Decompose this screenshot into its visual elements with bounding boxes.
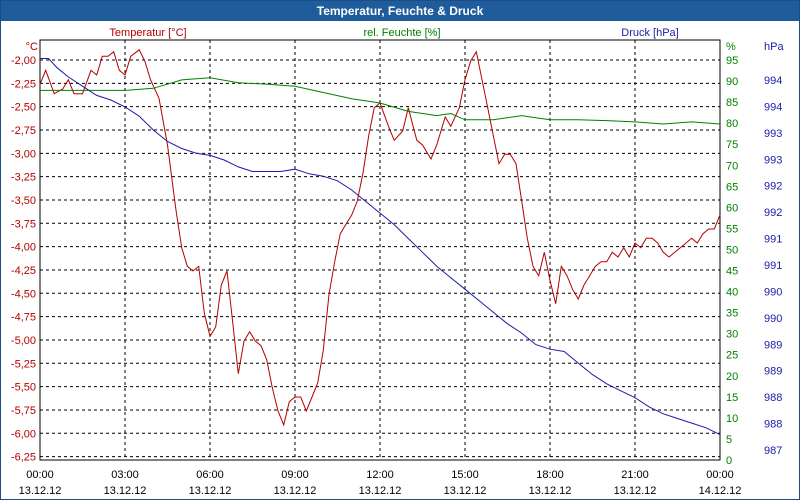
y-unit-pressure: hPa [764, 41, 784, 53]
x-tick-label-time: 18:00 [536, 469, 564, 481]
y-tick-label-temperature: -2,00 [11, 55, 36, 67]
y-tick-label-pressure: 988 [764, 392, 782, 404]
series-line-humidity [40, 77, 721, 125]
y-tick-label-humidity: 65 [726, 181, 738, 193]
y-tick-label-humidity: 85 [726, 97, 738, 109]
y-tick-label-humidity: 5 [726, 434, 732, 446]
y-tick-label-temperature: -4,25 [11, 265, 36, 277]
y-tick-label-temperature: -2,25 [11, 78, 36, 90]
y-tick-label-temperature: -4,50 [11, 288, 36, 300]
y-tick-label-humidity: 55 [726, 223, 738, 235]
y-tick-label-humidity: 45 [726, 266, 738, 278]
x-tick-label-date: 13.12.12 [104, 485, 147, 497]
y-tick-label-temperature: -3,75 [11, 218, 36, 230]
x-tick-label-date: 13.12.12 [189, 485, 232, 497]
y-tick-label-temperature: -5,25 [11, 358, 36, 370]
y-tick-label-temperature: -6,00 [11, 428, 36, 440]
y-tick-label-pressure: 990 [764, 286, 782, 298]
y-tick-label-temperature: -3,00 [11, 148, 36, 160]
x-tick-label-date: 13.12.12 [614, 485, 657, 497]
y-tick-label-temperature: -4,75 [11, 312, 36, 324]
y-tick-label-pressure: 991 [764, 234, 782, 246]
y-tick-label-pressure: 990 [764, 313, 782, 325]
y-tick-label-pressure: 989 [764, 339, 782, 351]
x-tick-label-time: 09:00 [281, 469, 309, 481]
y-tick-label-humidity: 10 [726, 413, 738, 425]
x-tick-label-date: 13.12.12 [274, 485, 317, 497]
y-tick-label-pressure: 993 [764, 154, 782, 166]
y-tick-label-temperature: -6,25 [11, 452, 36, 464]
y-tick-label-pressure: 988 [764, 419, 782, 431]
y-tick-label-humidity: 80 [726, 118, 738, 130]
x-tick-label-date: 14.12.12 [699, 485, 742, 497]
x-tick-label-date: 13.12.12 [19, 485, 62, 497]
x-tick-label-date: 13.12.12 [359, 485, 402, 497]
x-tick-label-time: 15:00 [451, 469, 479, 481]
x-tick-label-time: 00:00 [26, 469, 54, 481]
y-tick-label-humidity: 60 [726, 202, 738, 214]
y-tick-label-humidity: 25 [726, 350, 738, 362]
series-label-humidity: rel. Feuchte [%] [363, 27, 440, 39]
y-tick-label-humidity: 30 [726, 329, 738, 341]
series-line-temperature [39, 49, 721, 427]
y-tick-label-pressure: 991 [764, 260, 782, 272]
y-tick-label-humidity: 90 [726, 76, 738, 88]
y-tick-label-pressure: 989 [764, 366, 782, 378]
y-tick-label-pressure: 992 [764, 207, 782, 219]
y-tick-label-temperature: -2,50 [11, 102, 36, 114]
y-tick-label-temperature: -2,75 [11, 125, 36, 137]
series-label-temperature: Temperatur [°C] [109, 27, 186, 39]
y-tick-label-humidity: 35 [726, 308, 738, 320]
x-tick-label-time: 00:00 [706, 469, 734, 481]
y-tick-label-humidity: 40 [726, 287, 738, 299]
y-unit-temperature: °C [26, 41, 38, 53]
y-tick-label-humidity: 70 [726, 160, 738, 172]
y-tick-label-pressure: 994 [764, 75, 782, 87]
y-tick-label-temperature: -4,00 [11, 242, 36, 254]
y-tick-label-humidity: 15 [726, 392, 738, 404]
series-label-pressure: Druck [hPa] [621, 27, 678, 39]
y-tick-label-temperature: -5,50 [11, 382, 36, 394]
y-unit-humidity: % [726, 41, 736, 53]
y-tick-label-pressure: 994 [764, 101, 782, 113]
y-tick-label-temperature: -5,75 [11, 405, 36, 417]
y-tick-label-pressure: 993 [764, 128, 782, 140]
y-tick-label-humidity: 20 [726, 371, 738, 383]
series-line-pressure [40, 58, 721, 436]
x-tick-label-time: 21:00 [621, 469, 649, 481]
y-tick-label-temperature: -3,50 [11, 195, 36, 207]
y-tick-label-humidity: 0 [726, 455, 732, 467]
y-tick-label-humidity: 50 [726, 244, 738, 256]
y-tick-label-temperature: -3,25 [11, 172, 36, 184]
x-tick-label-time: 12:00 [366, 469, 394, 481]
x-tick-label-date: 13.12.12 [444, 485, 487, 497]
x-tick-label-time: 06:00 [196, 469, 224, 481]
x-tick-label-date: 13.12.12 [529, 485, 572, 497]
y-tick-label-pressure: 992 [764, 181, 782, 193]
y-tick-label-temperature: -5,00 [11, 335, 36, 347]
y-tick-label-pressure: 987 [764, 445, 782, 457]
x-tick-label-time: 03:00 [111, 469, 139, 481]
window-title: Temperatur, Feuchte & Druck [1, 1, 799, 21]
y-tick-label-humidity: 95 [726, 55, 738, 67]
y-tick-label-humidity: 75 [726, 139, 738, 151]
